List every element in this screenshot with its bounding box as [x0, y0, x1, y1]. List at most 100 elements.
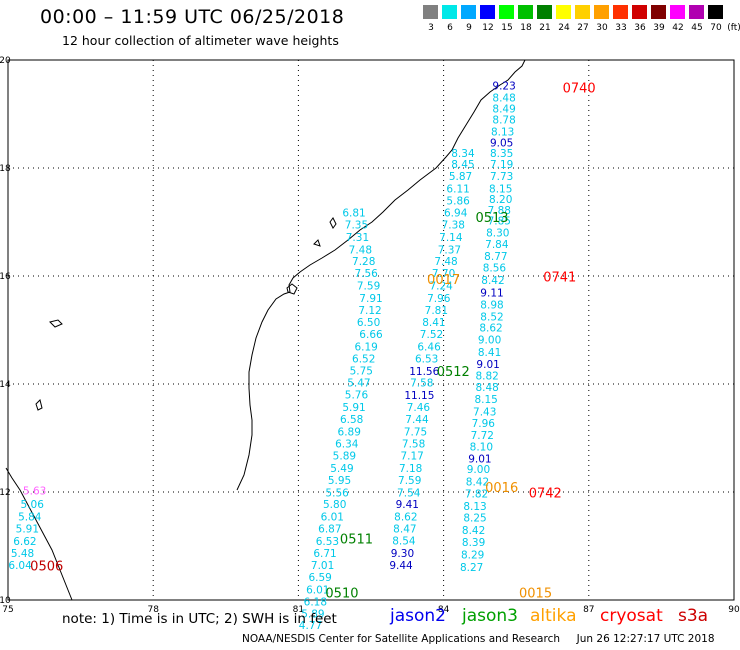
- swh-value: 7.58: [410, 378, 433, 390]
- pass-time-labels: 0740 0741 0742 0506 0513 0512 0511 0510 0017 0016…: [30, 81, 595, 601]
- india-east-coast: [236, 59, 526, 491]
- legend-swatch: [689, 5, 704, 19]
- swh-value: 7.72: [471, 430, 494, 442]
- legend-label: 3: [428, 23, 434, 33]
- swh-value: 5.75: [350, 365, 373, 377]
- swh-value: 8.10: [470, 441, 493, 453]
- swh-value: 8.15: [489, 183, 512, 195]
- legend-label: 27: [577, 23, 589, 33]
- swh-value: 9.44: [389, 560, 413, 572]
- swh-value: 4.77: [299, 620, 322, 632]
- godavari-delta: [286, 283, 298, 295]
- swh-value: 7.48: [434, 256, 457, 268]
- legend-label: 33: [615, 23, 627, 33]
- legend-swatch: [651, 5, 666, 19]
- swh-value: 5.56: [325, 487, 349, 499]
- legend-label: 21: [539, 23, 551, 33]
- legend-label: 39: [653, 23, 665, 33]
- swh-value: 7.52: [420, 329, 443, 341]
- y-tick-label: 18: [0, 164, 11, 174]
- swh-value: 7.24: [429, 281, 453, 293]
- swh-value: 7.44: [405, 414, 429, 426]
- swh-value: 8.41: [478, 347, 501, 359]
- pass-time-label: 0512: [437, 365, 470, 380]
- legend-label: 15: [501, 23, 513, 33]
- legend-swatch: [708, 5, 723, 19]
- pass-time-label: 0740: [563, 81, 596, 96]
- swh-value: 7.59: [398, 475, 421, 487]
- swh-value: 7.81: [425, 305, 448, 317]
- legend-swatch: [537, 5, 552, 19]
- y-tick-label: 10: [0, 596, 11, 606]
- swh-value: 9.41: [396, 499, 419, 511]
- coastline: [5, 59, 526, 601]
- legend-label: 18: [520, 23, 532, 33]
- swh-value: 6.58: [340, 414, 363, 426]
- legend-label: 12: [482, 23, 494, 33]
- swh-value: 7.96: [427, 293, 451, 305]
- swh-value: 5.91: [342, 402, 365, 414]
- swh-value: 7.91: [359, 293, 382, 305]
- legend-swatch: [594, 5, 609, 19]
- swh-value: 7.96: [472, 418, 496, 430]
- swh-value: 5.63: [23, 486, 46, 498]
- swh-value: 7.28: [352, 256, 375, 268]
- swh-value: 8.35: [490, 148, 513, 160]
- swh-value: 6.62: [13, 536, 36, 548]
- swh-value: 8.62: [479, 323, 502, 335]
- legend-swatch: [632, 5, 647, 19]
- swh-value: 7.84: [485, 239, 509, 251]
- swh-value: 9.30: [391, 548, 414, 560]
- swh-value: 6.71: [313, 548, 336, 560]
- swh-value: 7.31: [346, 232, 369, 244]
- swh-value: 7.75: [404, 426, 427, 438]
- satellite-jason3: jason3: [462, 606, 518, 626]
- swh-value: 7.14: [439, 232, 463, 244]
- swh-value: 6.04: [8, 560, 32, 572]
- satellite-s3a: s3a: [678, 606, 709, 626]
- swh-value: 8.62: [394, 512, 417, 524]
- swh-value: 8.42: [466, 477, 489, 489]
- swh-value: 6.01: [306, 585, 329, 597]
- swh-value: 7.01: [311, 560, 334, 572]
- swh-value: 9.01: [476, 359, 499, 371]
- swh-value: 6.52: [352, 353, 375, 365]
- legend-swatch: [556, 5, 571, 19]
- swh-value: 6.50: [357, 317, 380, 329]
- swh-value: 7.17: [400, 451, 423, 463]
- swh-value: 5.95: [328, 475, 351, 487]
- swh-value: 5.86: [446, 196, 470, 208]
- swh-value: 8.78: [492, 115, 515, 127]
- swh-value: 9.05: [490, 137, 513, 149]
- swh-value: 7.54: [397, 487, 421, 499]
- swh-value: 7.19: [490, 159, 513, 171]
- swh-value: 5.89: [301, 608, 324, 620]
- swh-value: 6.34: [335, 439, 359, 451]
- x-tick-label: 75: [2, 605, 13, 615]
- map-title: 00:00 – 11:59 UTC 06/25/2018: [40, 6, 345, 28]
- pass-time-label: 0016: [485, 481, 518, 496]
- swh-value: 6.66: [359, 329, 383, 341]
- swh-value: 7.70: [432, 268, 455, 280]
- swh-value: 8.45: [451, 159, 474, 171]
- swh-value: 6.89: [338, 426, 361, 438]
- swh-value: 8.30: [486, 228, 509, 240]
- y-tick-label: 20: [0, 56, 11, 66]
- map-subtitle: 12 hour collection of altimeter wave hei…: [62, 33, 339, 48]
- pass-time-label: 0741: [543, 270, 576, 285]
- swh-value: 8.98: [480, 299, 503, 311]
- x-tick-label: 78: [147, 605, 159, 615]
- pass-time-label: 0513: [475, 211, 508, 226]
- swh-value: 8.82: [475, 371, 498, 383]
- swh-value: 8.34: [451, 148, 475, 160]
- pass-time-label: 0017: [427, 273, 460, 288]
- x-tick-label: 81: [293, 605, 304, 615]
- pass-time-label: 0015: [519, 586, 552, 601]
- swh-value: 8.20: [489, 194, 512, 206]
- wave-height-labels: 9.238.488.498.788.139.058.357.197.738.15…: [8, 81, 515, 632]
- legend-label: 24: [558, 23, 570, 33]
- swh-value: 5.89: [333, 451, 356, 463]
- swh-value: 6.19: [354, 342, 377, 354]
- swh-value: 6.81: [342, 208, 365, 220]
